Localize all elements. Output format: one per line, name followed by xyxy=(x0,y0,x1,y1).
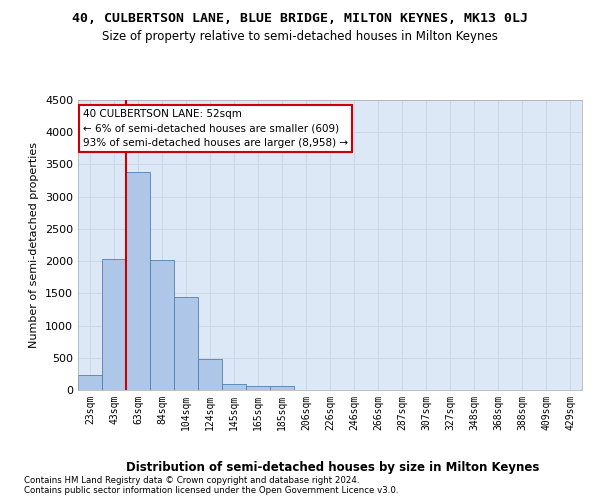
Text: 40, CULBERTSON LANE, BLUE BRIDGE, MILTON KEYNES, MK13 0LJ: 40, CULBERTSON LANE, BLUE BRIDGE, MILTON… xyxy=(72,12,528,26)
Bar xyxy=(174,297,198,390)
Bar xyxy=(246,386,270,390)
Text: Distribution of semi-detached houses by size in Milton Keynes: Distribution of semi-detached houses by … xyxy=(127,461,539,474)
Bar xyxy=(270,386,294,390)
Bar xyxy=(102,258,126,390)
Bar xyxy=(126,172,150,390)
Bar xyxy=(150,260,174,390)
Bar xyxy=(222,384,246,390)
Bar xyxy=(78,374,102,390)
Bar xyxy=(198,359,222,390)
Text: Size of property relative to semi-detached houses in Milton Keynes: Size of property relative to semi-detach… xyxy=(102,30,498,43)
Text: Contains HM Land Registry data © Crown copyright and database right 2024.: Contains HM Land Registry data © Crown c… xyxy=(24,476,359,485)
Text: Contains public sector information licensed under the Open Government Licence v3: Contains public sector information licen… xyxy=(24,486,398,495)
Text: 40 CULBERTSON LANE: 52sqm
← 6% of semi-detached houses are smaller (609)
93% of : 40 CULBERTSON LANE: 52sqm ← 6% of semi-d… xyxy=(83,108,348,148)
Y-axis label: Number of semi-detached properties: Number of semi-detached properties xyxy=(29,142,40,348)
